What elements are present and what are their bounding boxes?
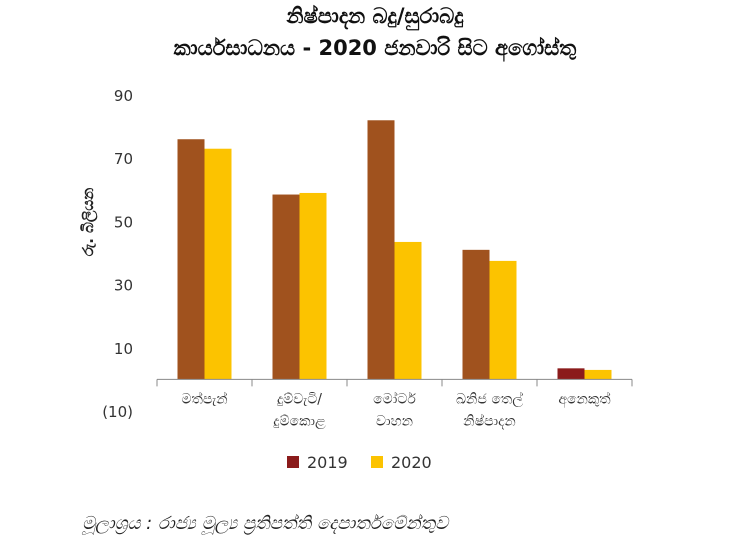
bar-2020 [299, 192, 327, 380]
chart-subtitle: කාර්යසාධනය - 2020 ජනවාරි සිට අගෝස්තු [173, 36, 577, 60]
legend-swatch-2019 [287, 456, 299, 468]
y-axis-label: රු. බිලියන [79, 188, 98, 257]
category-label: නිෂ්පාදන [463, 413, 516, 429]
bar-2020 [204, 148, 232, 380]
category-label: ඛනිජ තෙල් [456, 391, 523, 407]
category-label: මත්පැන් [181, 391, 227, 407]
bar-2019 [272, 194, 300, 380]
category-label: අනෙකුත් [558, 391, 611, 408]
bar-2020 [394, 241, 422, 380]
chart-title: නිෂ්පාදන බදු/සුරාබදු [286, 4, 464, 28]
bar-2019 [462, 249, 490, 380]
bar-2019 [177, 139, 205, 380]
category-label: දුම්වැටි/ [277, 391, 322, 407]
y-tick-label: (10) [102, 403, 133, 421]
y-tick-label: 30 [114, 277, 133, 295]
bar-2020 [584, 369, 612, 380]
legend-swatch-2020 [371, 456, 383, 468]
y-tick-label: 10 [114, 340, 133, 358]
category-label: මෝටර් [373, 391, 416, 407]
legend-label-2019: 2019 [307, 453, 348, 472]
y-tick-label: 50 [114, 213, 133, 231]
bar-2019 [557, 368, 585, 380]
source-note: මූලාශ්‍රය : රාජ්‍ය මූල්‍ය ප්‍රතිපත්ති දෙ… [82, 513, 449, 534]
legend-label-2020: 2020 [391, 453, 432, 472]
bar-2020 [489, 260, 517, 380]
y-tick-label: 90 [114, 87, 133, 105]
y-tick-label: 70 [114, 150, 133, 168]
category-label: දුම්කොළ [273, 413, 326, 429]
bar-2019 [367, 120, 395, 380]
category-label: වාහන [376, 413, 413, 429]
